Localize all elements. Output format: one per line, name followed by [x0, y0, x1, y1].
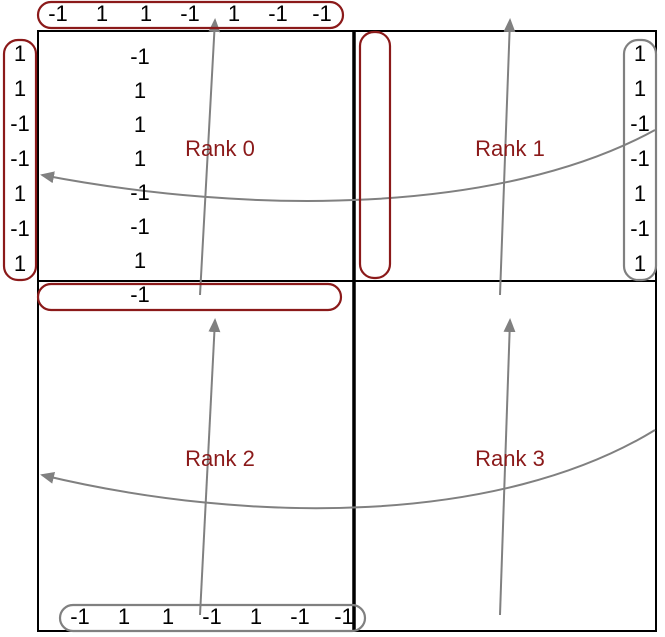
value-cell: -1: [130, 214, 150, 239]
value-cell: -1: [630, 216, 650, 241]
value-cell: -1: [130, 282, 150, 307]
value-cell: 1: [14, 76, 26, 101]
value-cell: 1: [134, 112, 146, 137]
value-cell: -1: [334, 604, 354, 629]
left-col-values: 1 1 -1 -1 1 -1 1: [10, 41, 30, 276]
value-cell: 1: [96, 1, 108, 26]
value-cell: 1: [134, 78, 146, 103]
value-cell: 1: [162, 604, 174, 629]
value-cell: -1: [202, 604, 222, 629]
value-cell: 1: [14, 41, 26, 66]
value-cell: -1: [630, 146, 650, 171]
rank-label: Rank 3: [475, 446, 545, 471]
value-cell: 1: [634, 251, 646, 276]
arrows: [42, 20, 655, 615]
value-cell: 1: [140, 1, 152, 26]
mid-red-vert: [360, 32, 390, 278]
top-row-values: -1 1 1 -1 1 -1 -1: [48, 1, 332, 26]
value-cell: 1: [14, 251, 26, 276]
value-cell: -1: [290, 604, 310, 629]
center-col-values: -1 1 1 1 -1 -1 1 -1: [130, 44, 150, 307]
capsules: [4, 2, 656, 631]
value-cell: 1: [14, 181, 26, 206]
value-cell: -1: [70, 604, 90, 629]
value-cell: 1: [228, 1, 240, 26]
value-cell: -1: [10, 146, 30, 171]
value-cell: 1: [134, 248, 146, 273]
mid-red-horiz: [38, 284, 341, 310]
value-cell: -1: [630, 111, 650, 136]
value-cell: -1: [130, 180, 150, 205]
arrow-bot-horiz: [42, 430, 655, 508]
value-cell: 1: [634, 41, 646, 66]
value-cell: -1: [312, 1, 332, 26]
value-cell: 1: [634, 181, 646, 206]
value-cell: 1: [250, 604, 262, 629]
value-cell: 1: [134, 146, 146, 171]
value-cell: -1: [10, 111, 30, 136]
value-cell: -1: [180, 1, 200, 26]
value-cell: 1: [118, 604, 130, 629]
bot-row-values: -1 1 1 -1 1 -1 -1: [70, 604, 354, 629]
value-cell: -1: [268, 1, 288, 26]
value-cell: 1: [634, 76, 646, 101]
diagram-canvas: -111-11-1-1 -111-11-1-1 11-1-11-11 11-1-…: [0, 0, 665, 637]
right-col-values: 1 1 -1 -1 1 -1 1: [630, 41, 650, 276]
value-cell: -1: [130, 44, 150, 69]
rank-label: Rank 1: [475, 136, 545, 161]
grid: [38, 31, 656, 631]
value-cell: -1: [48, 1, 68, 26]
rank-label: Rank 2: [185, 446, 255, 471]
value-cell: -1: [10, 216, 30, 241]
rank-label: Rank 0: [185, 136, 255, 161]
